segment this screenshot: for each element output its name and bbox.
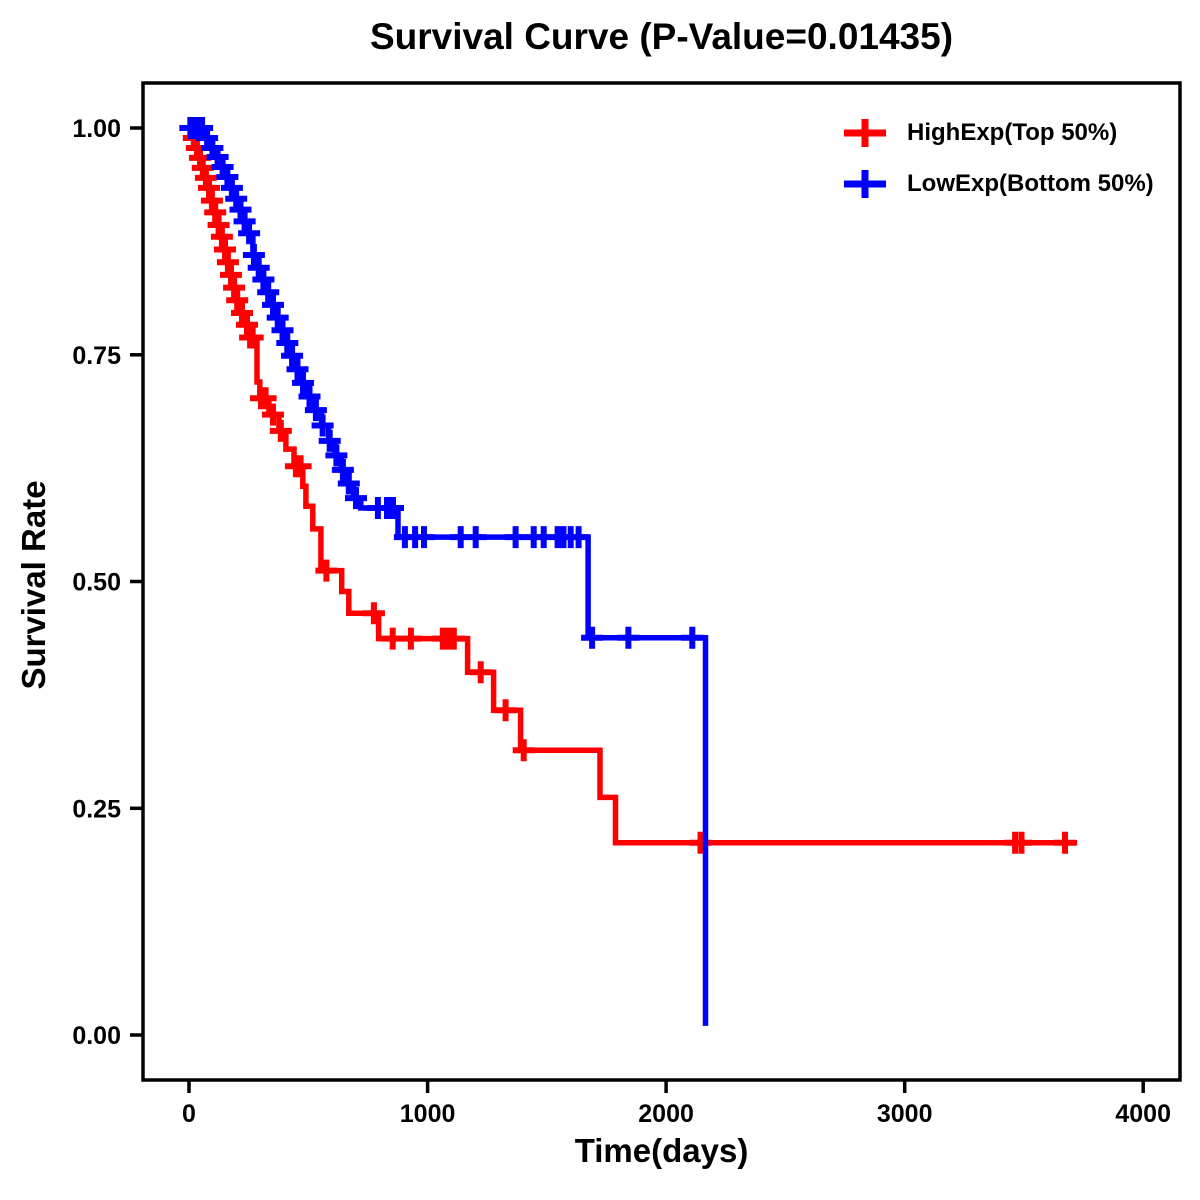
y-axis-tick-label: 1.00 [72,115,121,143]
survival-curve-lowexp [189,125,709,1026]
legend-item-lowexp: LowExp(Bottom 50%) [841,163,1154,205]
plot-frame [141,81,1182,1082]
plus-marker-icon [844,119,886,147]
x-axis-tick-label: 2000 [638,1100,694,1128]
y-axis-tick-label: 0.00 [72,1022,121,1050]
y-axis-tick-label: 0.50 [72,569,121,597]
censor-marks-highexp [179,117,1076,854]
legend-item-highexp: HighExp(Top 50%) [841,112,1154,154]
y-axis-tick-label: 0.25 [72,795,121,823]
legend-label-lowexp: LowExp(Bottom 50%) [907,170,1154,197]
y-axis-label: Survival Rate [15,480,52,690]
x-axis-label: Time(days) [574,1132,749,1169]
censor-marks-lowexp [179,117,704,649]
legend-label-highexp: HighExp(Top 50%) [907,119,1118,146]
legend: HighExp(Top 50%) LowExp(Bottom 50%) [841,112,1154,205]
y-axis-tick-label: 0.75 [72,342,121,370]
chart-title: Survival Curve (P-Value=0.01435) [369,16,954,57]
x-axis-tick-label: 1000 [400,1100,456,1128]
x-axis-tick-label: 3000 [877,1100,933,1128]
x-axis-tick-label: 4000 [1115,1100,1171,1128]
x-axis-tick-label: 0 [182,1100,196,1128]
survival-curve-highexp [189,125,1078,846]
plus-marker-icon [844,170,886,198]
